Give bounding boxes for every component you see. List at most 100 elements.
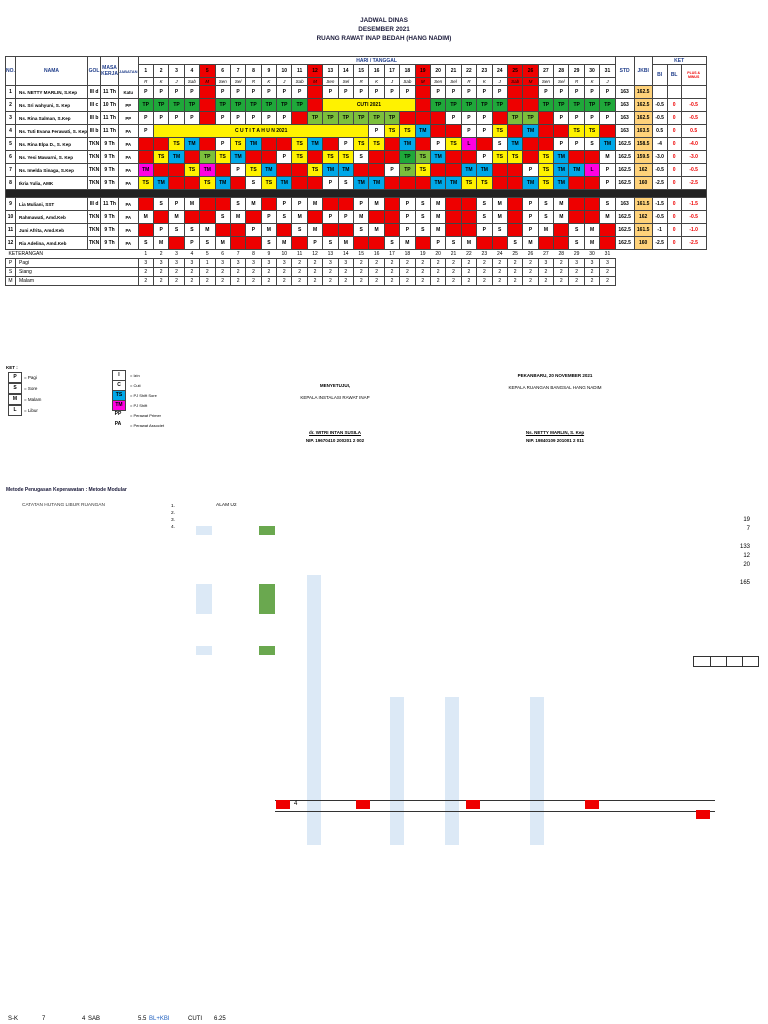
ket-val: 2 — [276, 267, 293, 277]
staff-jabatan: PA — [118, 137, 139, 151]
weekday: K — [152, 77, 170, 86]
shift-cell: P — [522, 197, 539, 211]
shift-cell: TS — [491, 150, 508, 164]
shift-cell: TS — [306, 163, 324, 177]
red-marker — [696, 810, 710, 819]
shift-cell: L — [306, 150, 324, 164]
ket-val: 3 — [245, 258, 262, 268]
shift-cell: P — [137, 124, 154, 138]
ket-val: 2 — [168, 276, 185, 286]
light-block — [196, 526, 212, 535]
shift-cell: L — [553, 236, 570, 250]
shift-cell: TS — [491, 124, 508, 138]
left-name: dr. WITRI INTAN SUSILA — [309, 430, 361, 435]
shift-cell: S — [568, 236, 585, 250]
weekday: J — [599, 77, 616, 86]
shift-cell: P — [137, 111, 154, 125]
footer-cuti: CUTI — [188, 1016, 202, 1022]
shift-cell: M — [152, 236, 170, 250]
day-number: 3 — [168, 64, 185, 78]
shift-cell: L — [429, 163, 447, 177]
shift-cell: TP — [553, 98, 570, 112]
weekday: Sab — [506, 77, 524, 86]
shift-cell: M — [291, 210, 308, 224]
roster-table: NO. NAMA GOL MASA KERJA JABATAN HARI / TANGGA… — [5, 56, 707, 286]
weekday: Sab — [183, 77, 201, 86]
shift-cell: M — [245, 197, 262, 211]
shift-cell: TP — [460, 98, 478, 112]
shift-cell: P — [368, 85, 385, 99]
ket-val: 2 — [306, 276, 324, 286]
ket-val: 2 — [537, 267, 555, 277]
shift-cell: TM — [599, 137, 616, 151]
shift-cell: L — [460, 137, 478, 151]
shift-cell: M — [429, 210, 447, 224]
ket-val: 2 — [214, 267, 231, 277]
keterangan-header: KETERANGAN 1 2 3 4 5 6 7 8 9 10 11 12 13 14 15 16 17 18 19 2… — [6, 250, 707, 259]
shift-cell: P — [322, 210, 339, 224]
legend-text: = Cuti — [130, 383, 141, 388]
staff-jkbi: 161.5 — [633, 223, 653, 237]
ket-val: 2 — [460, 276, 478, 286]
shift-cell: L — [383, 150, 401, 164]
staff-bl: 0 — [666, 137, 682, 151]
shift-cell: L — [429, 111, 447, 125]
ket-val: 2 — [583, 267, 601, 277]
shift-cell: TP — [291, 98, 308, 112]
red-marker — [276, 800, 290, 809]
col-std: STD — [614, 56, 635, 86]
col-plus-minus: PLUS & MINUS — [680, 64, 707, 86]
staff-plus-minus: -2.5 — [680, 236, 707, 250]
shift-cell: P — [599, 163, 616, 177]
weekday: M — [306, 77, 324, 86]
ket-val: 2 — [568, 276, 585, 286]
ket-val: 2 — [306, 258, 324, 268]
staff-bi: -0.5 — [651, 111, 668, 125]
left-nip: NIP. 19670410 200201 2 002 — [305, 438, 365, 443]
ket-val: 2 — [199, 276, 216, 286]
shift-cell: S — [183, 223, 201, 237]
shift-cell: L — [553, 124, 570, 138]
shift-cell: TM — [260, 163, 278, 177]
ket-val: 2 — [522, 267, 539, 277]
shift-cell: S — [353, 150, 370, 164]
shift-cell: L — [506, 210, 524, 224]
ket-val: 3 — [152, 258, 170, 268]
shift-cell: TS — [337, 150, 355, 164]
staff-no: 2 — [5, 98, 16, 112]
day-number: 19 — [414, 64, 431, 78]
shift-cell: S — [537, 197, 555, 211]
ket-val: 2 — [199, 267, 216, 277]
staff-masa-kerja: 9 Th — [100, 137, 120, 151]
shift-cell: TM — [368, 176, 385, 190]
ket-val: 2 — [152, 267, 170, 277]
staff-masa-kerja: 9 Th — [100, 236, 120, 250]
staff-jabatan: PP — [118, 98, 139, 112]
staff-masa-kerja: 9 Th — [100, 210, 120, 224]
shift-cell: M — [260, 223, 278, 237]
ket-val: 2 — [322, 276, 339, 286]
shift-cell: M — [553, 210, 570, 224]
footer-cuti-val: 6.25 — [214, 1016, 226, 1022]
staff-bl: 0 — [666, 150, 682, 164]
shift-cell: L — [306, 210, 324, 224]
day-number: 7 — [229, 64, 247, 78]
day-number: 13 — [322, 64, 339, 78]
list-num: 1. — [171, 504, 176, 509]
shift-cell: S — [599, 197, 616, 211]
staff-gol: TKN — [87, 223, 102, 237]
staff-bi: -2.5 — [651, 236, 668, 250]
shift-cell: S — [568, 223, 585, 237]
shift-cell: L — [491, 163, 508, 177]
ket-day: 29 — [573, 251, 580, 257]
shift-cell: L — [414, 236, 431, 250]
shift-cell: P — [137, 85, 154, 99]
col-bi: BI — [651, 64, 668, 86]
shift-cell: L — [445, 210, 462, 224]
ket-val: 2 — [476, 276, 493, 286]
shift-cell: L — [414, 176, 431, 190]
staff-gol: TKN — [87, 163, 102, 177]
shift-cell: L — [199, 111, 216, 125]
staff-bl: 0 — [666, 223, 682, 237]
staff-name: Ns. Sri wahyuni, S. Kep — [14, 98, 89, 112]
